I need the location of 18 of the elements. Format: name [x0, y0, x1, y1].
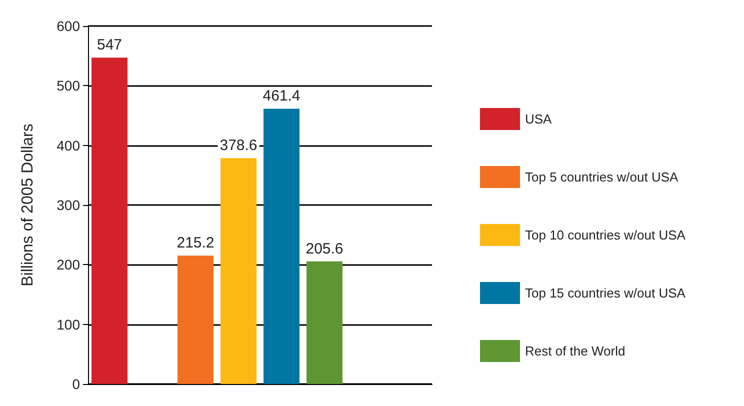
- data-label: 215.2: [176, 234, 214, 252]
- y-tick-label: 300: [56, 197, 80, 213]
- legend-label: USA: [525, 112, 552, 126]
- data-label: 205.6: [306, 240, 344, 258]
- legend-label: Top 10 countries w/out USA: [525, 228, 686, 242]
- legend-label: Top 15 countries w/out USA: [525, 286, 686, 300]
- y-tick-label: 200: [56, 256, 80, 273]
- legend-label: Top 5 countries w/out USA: [525, 170, 679, 184]
- y-tick-label: 100: [56, 316, 80, 332]
- y-tick-label: 400: [56, 137, 80, 154]
- y-tick-label: 500: [56, 78, 80, 94]
- data-label: 378.6: [220, 137, 258, 154]
- y-axis-title: Billions of 2005 Dollars: [20, 124, 36, 286]
- y-tick-label: 0: [72, 376, 80, 392]
- y-tick-label: 600: [56, 18, 80, 34]
- data-label: 547: [96, 36, 122, 54]
- data-label: 461.4: [262, 88, 300, 105]
- legend-label: Rest of the World: [525, 344, 626, 358]
